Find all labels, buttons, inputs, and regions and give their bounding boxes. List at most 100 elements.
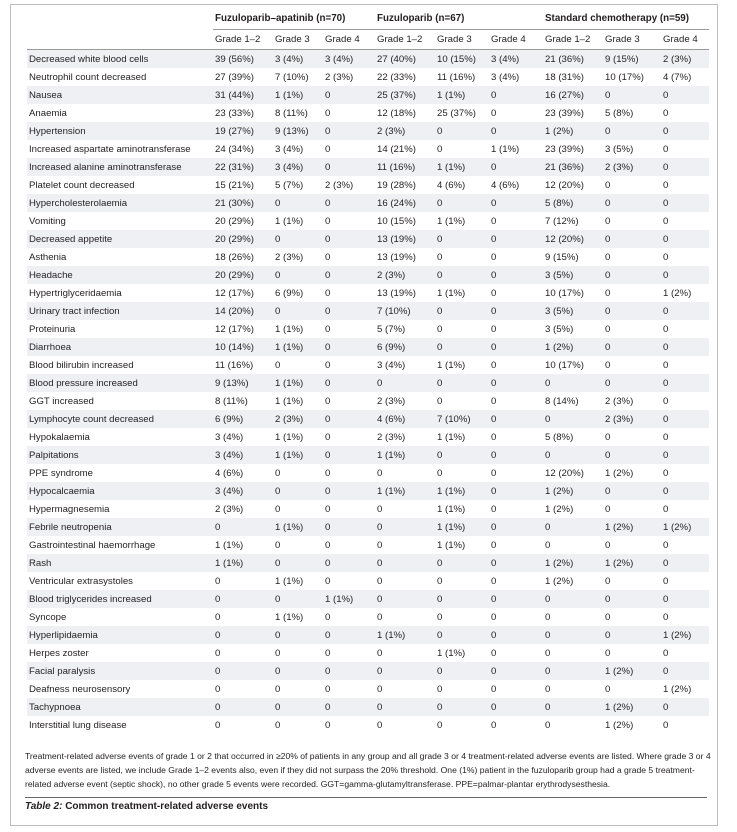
table-cell: 0 <box>603 338 662 356</box>
table-cell: 0 <box>489 212 544 230</box>
table-cell: 7 (10%) <box>375 302 435 320</box>
adverse-event-name: Febrile neutropenia <box>27 518 213 536</box>
adverse-event-name: Lymphocyte count decreased <box>27 410 213 428</box>
table-cell: 0 <box>489 482 544 500</box>
table-cell: 0 <box>323 338 375 356</box>
adverse-event-name: Hypocalcaemia <box>27 482 213 500</box>
table-cell: 0 <box>375 644 435 662</box>
table-cell: 0 <box>273 500 323 518</box>
table-cell: 1 (1%) <box>273 338 323 356</box>
adverse-event-name: Hypertension <box>27 122 213 140</box>
empty-header-cell <box>27 29 213 50</box>
table-cell: 0 <box>435 680 489 698</box>
table-cell: 1 (1%) <box>375 446 435 464</box>
table-cell: 0 <box>323 122 375 140</box>
table-cell: 2 (3%) <box>273 248 323 266</box>
table-cell: 22 (31%) <box>213 158 273 176</box>
table-cell: 0 <box>323 374 375 392</box>
table-cell: 1 (1%) <box>273 518 323 536</box>
table-cell: 1 (1%) <box>375 482 435 500</box>
table-cell: 0 <box>543 608 604 626</box>
table-cell: 0 <box>661 554 710 572</box>
table-cell: 2 (3%) <box>661 49 710 68</box>
table-cell: 3 (4%) <box>213 446 273 464</box>
table-cell: 0 <box>603 446 662 464</box>
table-cell: 0 <box>661 482 710 500</box>
table-cell: 0 <box>435 608 489 626</box>
table-cell: 0 <box>489 464 544 482</box>
table-cell: 0 <box>489 626 544 644</box>
table-row: Asthenia 18 (26%) 2 (3%) 0 13 (19%) 0 0 9 (15%)… <box>27 248 710 266</box>
table-cell: 0 <box>603 428 662 446</box>
table-cell: 10 (15%) <box>375 212 435 230</box>
table-row: Platelet count decreased 15 (21%) 5 (7%) 2 … <box>27 176 710 194</box>
table-cell: 0 <box>375 590 435 608</box>
table-cell: 0 <box>661 140 710 158</box>
table-cell: 2 (3%) <box>375 122 435 140</box>
table-cell: 1 (1%) <box>435 536 489 554</box>
table-footnote: Treatment-related adverse events of grad… <box>25 751 711 789</box>
table-cell: 0 <box>489 500 544 518</box>
table-cell: 1 (1%) <box>213 554 273 572</box>
table-cell: 2 (3%) <box>323 68 375 86</box>
table-cell: 16 (27%) <box>543 86 604 104</box>
table-cell: 0 <box>435 194 489 212</box>
table-cell: 0 <box>323 572 375 590</box>
table-cell: 3 (5%) <box>603 140 662 158</box>
table-cell: 1 (1%) <box>435 644 489 662</box>
table-cell: 0 <box>603 680 662 698</box>
adverse-event-name: PPE syndrome <box>27 464 213 482</box>
table-cell: 0 <box>323 158 375 176</box>
table-cell: 1 (1%) <box>435 212 489 230</box>
table-cell: 0 <box>435 446 489 464</box>
table-row: Tachypnoea 0 0 0 0 0 0 0 1 (2%) 0 <box>27 698 710 716</box>
table-cell: 0 <box>435 374 489 392</box>
adverse-event-name: GGT increased <box>27 392 213 410</box>
table-cell: 1 (1%) <box>435 86 489 104</box>
table-cell: 0 <box>273 590 323 608</box>
table-cell: 0 <box>489 194 544 212</box>
table-cell: 0 <box>435 572 489 590</box>
table-cell: 0 <box>323 284 375 302</box>
table-cell: 0 <box>273 482 323 500</box>
table-cell: 0 <box>435 716 489 734</box>
table-cell: 0 <box>323 482 375 500</box>
table-cell: 0 <box>489 698 544 716</box>
table-cell: 0 <box>661 536 710 554</box>
table-cell: 0 <box>603 644 662 662</box>
table-cell: 0 <box>435 626 489 644</box>
table-cell: 0 <box>213 662 273 680</box>
table-cell: 2 (3%) <box>323 176 375 194</box>
table-row: Increased alanine aminotransferase 22 (31… <box>27 158 710 176</box>
table-cell: 0 <box>603 230 662 248</box>
adverse-event-name: Decreased appetite <box>27 230 213 248</box>
table-cell: 0 <box>435 302 489 320</box>
table-cell: 0 <box>489 392 544 410</box>
table-cell: 0 <box>543 698 604 716</box>
table-cell: 7 (10%) <box>273 68 323 86</box>
adverse-event-name: Palpitations <box>27 446 213 464</box>
table-cell: 0 <box>489 410 544 428</box>
table-cell: 0 <box>543 446 604 464</box>
table-cell: 14 (20%) <box>213 302 273 320</box>
table-cell: 0 <box>603 284 662 302</box>
table-cell: 0 <box>543 626 604 644</box>
table-cell: 0 <box>603 356 662 374</box>
table-cell: 0 <box>323 230 375 248</box>
table-cell: 3 (4%) <box>273 158 323 176</box>
table-cell: 20 (29%) <box>213 266 273 284</box>
table-cell: 4 (6%) <box>435 176 489 194</box>
table-cell: 7 (12%) <box>543 212 604 230</box>
table-cell: 0 <box>489 320 544 338</box>
adverse-event-name: Anaemia <box>27 104 213 122</box>
table-cell: 0 <box>603 194 662 212</box>
table-cell: 19 (27%) <box>213 122 273 140</box>
table-cell: 0 <box>543 518 604 536</box>
adverse-event-name: Hypertriglyceridaemia <box>27 284 213 302</box>
table-cell: 0 <box>603 302 662 320</box>
table-cell: 6 (9%) <box>273 284 323 302</box>
table-cell: 5 (8%) <box>543 194 604 212</box>
table-cell: 0 <box>661 194 710 212</box>
table-cell: 0 <box>603 608 662 626</box>
table-row: Facial paralysis 0 0 0 0 0 0 0 1 (2%) 0 <box>27 662 710 680</box>
